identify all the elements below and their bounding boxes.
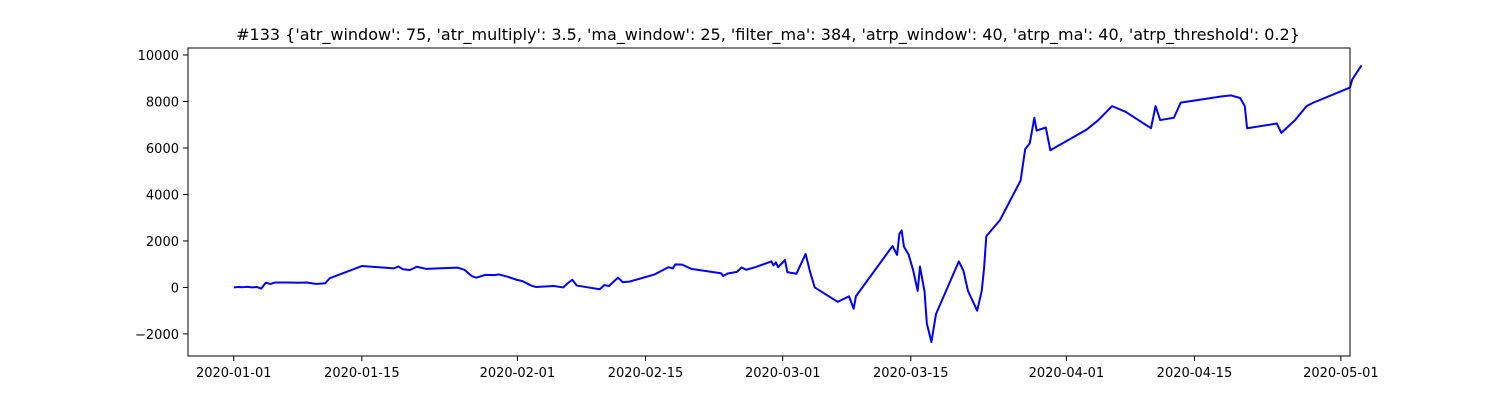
- y-tick-label: 2000: [146, 235, 179, 250]
- x-tick-label: 2020-02-15: [608, 366, 684, 381]
- series-line-0: [233, 64, 1363, 344]
- x-tick-label: 2020-03-15: [873, 366, 949, 381]
- x-tick-label: 2020-04-01: [1029, 366, 1105, 381]
- x-axis: 2020-01-01 2020-01-15 2020-02-01 2020-02-15…: [196, 356, 1379, 381]
- plot-frame: [187, 47, 1351, 357]
- y-tick-label: 4000: [146, 188, 179, 203]
- y-tick-label: 8000: [146, 95, 179, 110]
- chart-title: #133 {'atr_window': 75, 'atr_multiply': …: [236, 25, 1300, 45]
- plot-area: [233, 64, 1363, 344]
- y-tick-label: −2000: [135, 328, 179, 343]
- x-tick-label: 2020-02-01: [480, 366, 556, 381]
- x-tick-label: 2020-05-01: [1303, 366, 1379, 381]
- y-tick-label: 0: [171, 281, 179, 296]
- y-tick-label: 6000: [146, 142, 179, 157]
- y-tick-label: 10000: [138, 49, 179, 64]
- y-axis: −2000 0 2000 4000 6000 8000 10000: [135, 49, 188, 343]
- x-tick-label: 2020-01-15: [324, 366, 400, 381]
- x-tick-label: 2020-03-01: [745, 366, 821, 381]
- x-tick-label: 2020-01-01: [196, 366, 272, 381]
- x-tick-label: 2020-04-15: [1157, 366, 1233, 381]
